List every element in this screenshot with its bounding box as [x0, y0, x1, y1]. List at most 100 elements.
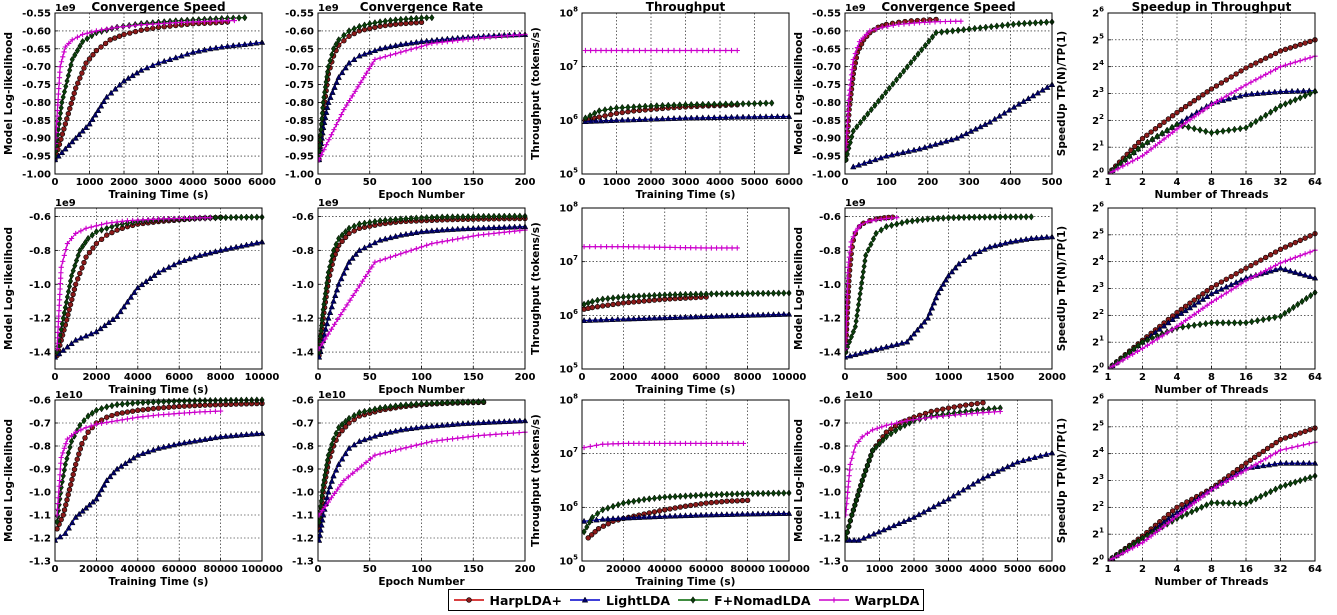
- data-point: [170, 441, 178, 448]
- data-point: [1233, 87, 1239, 94]
- data-point: [60, 512, 66, 518]
- data-point: [1159, 333, 1165, 339]
- data-point: [339, 238, 345, 245]
- data-point: [1191, 124, 1197, 133]
- data-point: [340, 269, 348, 276]
- data-point: [845, 304, 851, 311]
- data-point: [1292, 43, 1298, 49]
- data-point: [719, 245, 725, 251]
- data-point: [1208, 299, 1215, 305]
- data-point: [692, 313, 700, 320]
- data-point: [917, 322, 925, 329]
- x-tick-label: 0: [842, 372, 849, 383]
- data-point: [387, 448, 394, 455]
- data-point: [636, 496, 642, 505]
- data-point: [1204, 302, 1210, 308]
- data-point: [1282, 258, 1289, 264]
- data-point: [1220, 499, 1226, 507]
- data-point: [1248, 62, 1254, 69]
- data-point: [186, 255, 193, 262]
- data-point: [636, 440, 642, 447]
- data-point: [253, 39, 260, 46]
- data-point: [604, 515, 612, 522]
- plot-frame: [54, 207, 263, 370]
- data-point: [77, 446, 84, 452]
- data-point: [1248, 262, 1254, 269]
- data-point: [424, 213, 430, 222]
- data-point: [75, 80, 81, 86]
- data-point: [359, 278, 366, 284]
- data-point: [991, 409, 998, 415]
- data-point: [1110, 168, 1116, 174]
- data-point: [241, 40, 248, 47]
- data-point: [333, 122, 340, 128]
- data-point: [144, 26, 150, 32]
- y-tick-label: 22: [1092, 113, 1104, 127]
- y-axis-label: SpeedUp TP(N)/TP(1): [1056, 31, 1068, 156]
- data-point: [202, 409, 208, 415]
- data-point: [449, 213, 456, 221]
- data-point: [845, 294, 851, 300]
- data-point: [140, 217, 146, 223]
- data-point: [428, 227, 436, 234]
- data-point: [940, 280, 947, 287]
- data-point: [61, 49, 67, 55]
- data-point: [589, 513, 595, 522]
- x-tick-label: 10000: [772, 372, 807, 383]
- data-point: [55, 129, 59, 136]
- x-tick-label: 32: [1274, 372, 1288, 383]
- x-tick-label: 1000: [603, 177, 631, 188]
- data-point: [744, 311, 751, 318]
- data-point: [599, 515, 606, 522]
- data-point: [319, 511, 327, 518]
- data-point: [331, 321, 338, 327]
- x-tick-label: 6000: [775, 177, 803, 188]
- data-point: [582, 517, 588, 524]
- data-point: [845, 501, 850, 507]
- x-tick-label: 0: [52, 372, 59, 383]
- data-point: [1277, 48, 1284, 54]
- data-point: [1267, 53, 1274, 59]
- data-point: [878, 216, 884, 222]
- data-point: [899, 419, 905, 425]
- data-point: [101, 322, 108, 329]
- data-point: [90, 52, 96, 58]
- data-point: [1307, 233, 1313, 239]
- data-point: [1302, 235, 1308, 241]
- data-point: [1208, 487, 1215, 493]
- data-point: [922, 41, 928, 50]
- data-point: [781, 289, 787, 297]
- data-point: [853, 317, 859, 325]
- data-point: [66, 487, 73, 493]
- data-point: [318, 337, 323, 346]
- data-point: [318, 147, 323, 155]
- data-point: [734, 498, 740, 504]
- data-point: [324, 461, 330, 469]
- data-point: [56, 302, 62, 308]
- data-point: [596, 114, 602, 120]
- y-tick-label: -1.3: [819, 557, 841, 568]
- data-point: [460, 398, 466, 406]
- data-point: [1023, 213, 1029, 221]
- data-point: [68, 481, 74, 488]
- data-point: [1161, 119, 1167, 125]
- data-point: [1254, 89, 1261, 96]
- data-point: [682, 440, 689, 447]
- data-point: [1307, 55, 1313, 61]
- data-point: [854, 44, 861, 51]
- data-point: [625, 299, 632, 306]
- data-point: [114, 24, 120, 30]
- data-point: [184, 19, 190, 25]
- data-point: [55, 518, 60, 526]
- data-point: [346, 224, 352, 233]
- data-point: [207, 408, 213, 415]
- data-point: [130, 415, 136, 421]
- y-tick-label: 24: [1092, 254, 1104, 268]
- data-point: [103, 476, 110, 483]
- x-tick-label: 64: [1308, 564, 1322, 575]
- data-point: [950, 27, 956, 35]
- data-point: [1038, 234, 1045, 241]
- x-tick-label: 2000: [82, 372, 110, 383]
- y-tick-label: 108: [559, 201, 578, 215]
- data-point: [336, 117, 342, 123]
